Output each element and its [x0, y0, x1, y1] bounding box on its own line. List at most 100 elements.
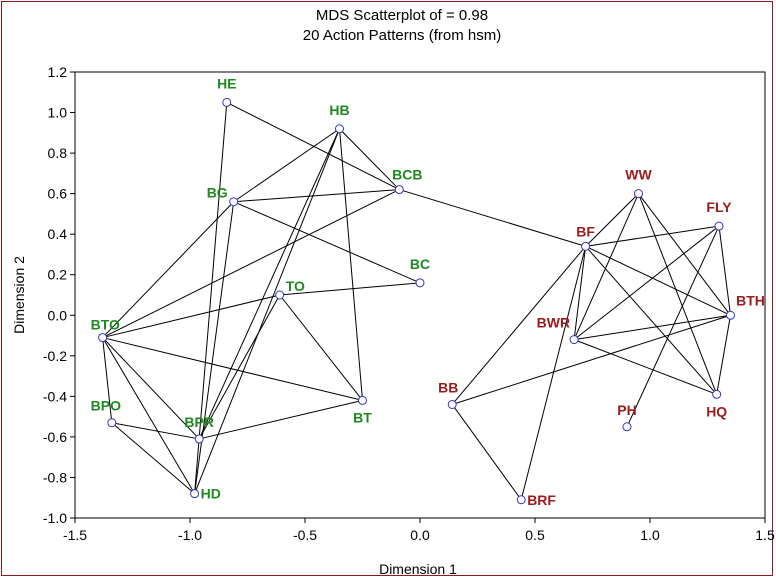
edge-FLY-BTH: [718, 226, 731, 316]
point-label-ph: PH: [617, 402, 636, 418]
points-layer: HE HB BCB BG BC TO BTO BT BPO BPR HD WW FLY BF BTH BWR B…: [91, 75, 765, 507]
point-hd: [190, 489, 200, 499]
y-tick-label: 0.4: [48, 226, 68, 242]
point-label-bto: BTO: [91, 317, 120, 333]
y-tick-label: -1.0: [43, 510, 67, 526]
edge-HB-BG: [233, 128, 340, 203]
x-tick-label: 0.5: [525, 527, 545, 543]
point-label-hd: HD: [201, 486, 221, 502]
edge-TO-BC: [279, 282, 421, 296]
edges-layer: [102, 101, 731, 501]
edge-FLY-BWR: [573, 225, 720, 340]
y-tick-label: -0.6: [43, 429, 67, 445]
edge-HB-BCB: [339, 128, 400, 190]
y-tick-label: 0.8: [48, 145, 68, 161]
chart-subtitle: 20 Action Patterns (from hsm): [303, 27, 501, 44]
point-bwr: [569, 335, 579, 345]
point-label-bth: BTH: [736, 292, 765, 308]
edge-HE-HD: [194, 102, 228, 494]
edge-BF-BTH: [585, 245, 731, 316]
point-hb: [335, 124, 344, 134]
point-bpr: [194, 434, 204, 444]
edge-BCB-BTO: [102, 189, 400, 339]
point-hq: [712, 389, 722, 399]
point-bt: [358, 395, 367, 405]
point-bcb: [394, 185, 404, 195]
x-axis: -1.5 -1.0 -0.5 0.0 0.5 1.0 1.5: [63, 518, 775, 543]
edge-BF-FLY: [585, 225, 720, 247]
x-tick-label: 1.0: [640, 527, 660, 543]
y-tick-label: 1.2: [48, 64, 68, 80]
point-label-bg: BG: [207, 185, 228, 201]
edge-WW-HQ: [638, 193, 718, 395]
x-tick-label: 0.0: [410, 527, 430, 543]
x-tick-label: -1.0: [178, 527, 202, 543]
edge-BCB-BF: [399, 189, 586, 247]
edge-BF-HQ: [585, 246, 718, 395]
point-fly: [714, 221, 724, 231]
point-label-bwr: BWR: [537, 315, 570, 331]
point-label-to: TO: [286, 278, 305, 294]
edge-BG-HD: [194, 201, 235, 494]
edge-TO-BT: [279, 294, 363, 401]
point-label-fly: FLY: [706, 199, 732, 215]
edge-BF-BB: [451, 246, 586, 405]
point-label-bt: BT: [353, 409, 372, 425]
point-to: [275, 290, 285, 300]
edge-TO-BTO: [102, 294, 280, 339]
point-label-bc: BC: [410, 256, 430, 272]
edge-WW-BWR: [573, 193, 639, 340]
edge-HB-BPR: [198, 128, 340, 440]
point-ph: [622, 422, 632, 432]
edge-BG-BTO: [102, 201, 235, 338]
point-label-bb: BB: [438, 379, 458, 395]
point-label-bpo: BPO: [91, 398, 121, 414]
edge-HE-BCB: [226, 101, 400, 191]
plot-area: [74, 71, 766, 519]
point-bc: [415, 278, 425, 288]
edge-BTH-HQ: [716, 315, 731, 395]
edge-FLY-PH: [626, 225, 720, 427]
edge-BPR-BT: [199, 399, 363, 440]
y-tick-label: 0.2: [48, 267, 68, 283]
point-label-bf: BF: [576, 223, 595, 239]
point-bg: [229, 197, 239, 207]
edge-BB-BRF: [451, 404, 522, 501]
point-brf: [516, 495, 526, 505]
point-label-he: HE: [217, 75, 236, 91]
y-tick-label: 0.0: [48, 307, 68, 323]
point-bto: [98, 333, 108, 343]
edge-BTO-BT: [102, 337, 363, 401]
edge-BTO-HD: [102, 337, 196, 494]
point-label-bpr: BPR: [184, 414, 214, 430]
x-axis-label: Dimension 1: [379, 561, 457, 577]
edge-BPO-HD: [111, 422, 195, 495]
y-tick-label: -0.4: [43, 388, 67, 404]
edge-WW-BTH: [638, 193, 731, 316]
x-tick-label: -1.5: [63, 527, 87, 543]
edge-BTO-BPO: [102, 337, 113, 423]
edge-BG-BCB: [233, 189, 400, 203]
point-bpo: [107, 418, 117, 428]
chart-title: MDS Scatterplot of = 0.98: [316, 7, 488, 24]
point-label-ww: WW: [625, 167, 652, 183]
point-he: [222, 97, 232, 107]
edge-BF-BRF: [520, 246, 587, 500]
y-axis: 1.2 1.0 0.8 0.6 0.4 0.2 0.0 -0.2 -0.4 -0.6 -0.8 -1.…: [43, 64, 75, 526]
x-tick-label: 1.5: [755, 527, 775, 543]
y-axis-label: Dimension 2: [11, 256, 27, 334]
edge-BTH-BWR: [574, 314, 731, 341]
edge-BG-BC: [233, 201, 421, 284]
point-label-bcb: BCB: [392, 167, 422, 183]
edge-BTH-BB: [452, 314, 731, 405]
edge-BF-BWR: [573, 246, 587, 340]
point-label-brf: BRF: [527, 492, 556, 508]
y-tick-label: 0.6: [48, 186, 68, 202]
point-bth: [726, 310, 735, 320]
point-bf: [581, 241, 591, 251]
edge-HB-BT: [339, 128, 363, 401]
edge-BTO-BPR: [102, 337, 200, 440]
edge-BF-WW: [585, 193, 639, 247]
